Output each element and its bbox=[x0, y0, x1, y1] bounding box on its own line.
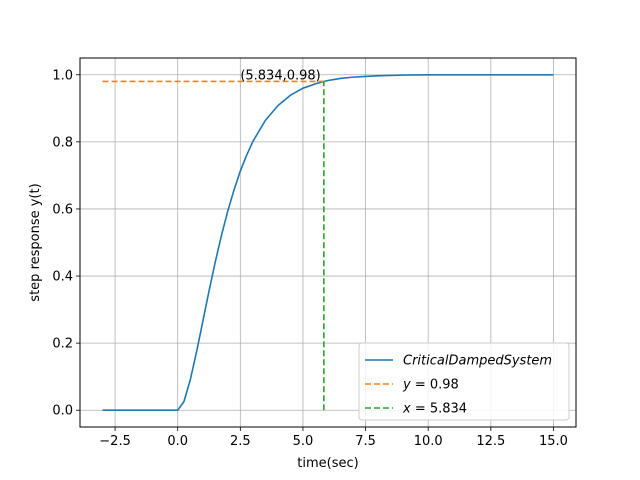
x-axis-label: time(sec) bbox=[297, 456, 358, 471]
plot-frame bbox=[79, 57, 577, 428]
y-tick-label: 0.2 bbox=[52, 337, 73, 352]
series-layer bbox=[102, 73, 554, 412]
y-tick-label: 0.8 bbox=[52, 135, 73, 150]
series-line-0 bbox=[102, 73, 554, 412]
legend-entry-0: CriticalDampedSystem bbox=[403, 354, 552, 369]
y-tick-label: 0.6 bbox=[52, 202, 73, 217]
legend-entry-symbol: y bbox=[402, 378, 411, 393]
legend-entry-1: y = 0.98 bbox=[402, 378, 459, 393]
x-tick-label: 5.0 bbox=[293, 434, 314, 449]
x-tick-label: 7.5 bbox=[355, 434, 376, 449]
legend-entry-value: = 5.834 bbox=[411, 402, 467, 417]
y-tick-label: 0.4 bbox=[52, 270, 73, 285]
legend-entry-value: = 0.98 bbox=[411, 378, 459, 393]
y-tick-label: 0.0 bbox=[52, 404, 73, 419]
x-tick-label: 2.5 bbox=[230, 434, 251, 449]
x-tick-label: 12.5 bbox=[476, 434, 505, 449]
x-tick-label: −2.5 bbox=[99, 434, 131, 449]
legend-box bbox=[358, 342, 570, 421]
annotation-label: (5.834,0.98) bbox=[240, 68, 320, 83]
x-tick-label: 0.0 bbox=[167, 434, 188, 449]
tick-layer: −2.5 0.0 2.5 5.0 7.5 10.0 12.5 15.0 0.0 0.2 0.4 0.6… bbox=[52, 68, 568, 449]
legend-entry-symbol: x bbox=[402, 402, 411, 417]
y-tick-label: 1.0 bbox=[52, 68, 73, 83]
x-tick-label: 15.0 bbox=[539, 434, 568, 449]
legend-entry-2: x = 5.834 bbox=[402, 402, 467, 417]
y-axis-label: step response y(t) bbox=[28, 183, 43, 301]
x-tick-label: 10.0 bbox=[414, 434, 443, 449]
